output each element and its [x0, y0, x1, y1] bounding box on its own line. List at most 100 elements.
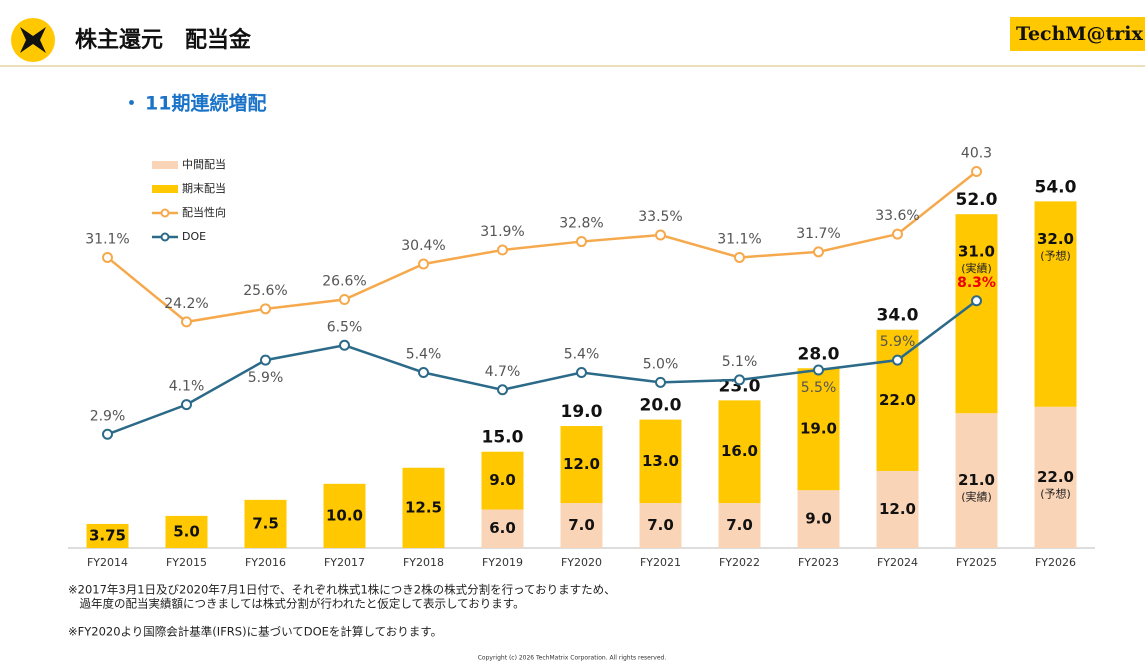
- line-point: [181, 316, 192, 328]
- bar-segment: [323, 483, 366, 548]
- bar-value-label: 16.0: [721, 442, 758, 460]
- title: 株主還元 配当金: [75, 27, 252, 53]
- line-value-label: 33.6%: [875, 208, 919, 224]
- line-value-label: 2.9%: [90, 408, 126, 424]
- legend-swatch: [152, 185, 178, 193]
- bar-note: (予想): [1040, 486, 1071, 500]
- bar-segment: [876, 329, 919, 471]
- line-point: [418, 366, 429, 378]
- bar-value-label: 6.0: [489, 519, 516, 537]
- line-point: [497, 244, 508, 256]
- legend-label: DOE: [182, 230, 206, 243]
- line-value-label: 6.5%: [327, 319, 363, 335]
- line-value-label: 31.1%: [717, 231, 761, 247]
- line-point: [339, 339, 350, 351]
- line-value-label: 5.4%: [406, 346, 442, 362]
- bar-note: (実績): [961, 261, 992, 275]
- line-point: [418, 258, 429, 270]
- legend-label: 中間配当: [182, 157, 226, 171]
- total-label: 19.0: [561, 402, 603, 422]
- total-label: 15.0: [482, 428, 524, 448]
- bar-value-label: 7.0: [568, 516, 595, 534]
- line-point: [102, 428, 113, 440]
- line-value-label: 31.9%: [480, 224, 524, 240]
- line-value-label: 30.4%: [401, 238, 445, 254]
- bar-segment: [560, 503, 603, 548]
- x-tick-label: FY2024: [877, 556, 918, 569]
- line-point: [892, 354, 903, 366]
- bar-value-label: 22.0: [1037, 468, 1074, 486]
- bar-value-label: 32.0: [1037, 230, 1074, 248]
- line-point: [971, 165, 982, 177]
- legend-swatch: [160, 208, 170, 218]
- bar-segment: [955, 214, 998, 414]
- line-value-label: 32.8%: [559, 216, 603, 232]
- bar-segment: [1034, 201, 1077, 407]
- total-label: 54.0: [1035, 177, 1077, 197]
- bar-segment: [718, 400, 761, 504]
- line-value-label: 5.5%: [801, 380, 837, 396]
- bar-value-label: 19.0: [800, 420, 837, 438]
- line-point: [655, 376, 666, 388]
- line-point: [497, 384, 508, 396]
- x-tick-label: FY2015: [166, 556, 207, 569]
- bar-value-label: 3.75: [89, 526, 126, 544]
- line-point: [655, 229, 666, 241]
- line: [106, 170, 978, 324]
- total-label: 52.0: [956, 190, 998, 210]
- x-tick-label: FY2016: [245, 556, 286, 569]
- bar-value-label: 21.0: [958, 471, 995, 489]
- line-value-label: 5.9%: [248, 370, 284, 386]
- bar-segment: [718, 503, 761, 548]
- x-tick-label: FY2023: [798, 556, 839, 569]
- line-point: [181, 399, 192, 411]
- x-tick-label: FY2017: [324, 556, 365, 569]
- footnote: 過年度の配当実績額につきましては株式分割が行われたと仮定して表示しております。: [68, 597, 525, 611]
- x-tick-label: FY2022: [719, 556, 760, 569]
- bar-segment: [244, 499, 287, 548]
- line-point: [339, 293, 350, 305]
- subtitle: 11期連続増配: [145, 92, 266, 115]
- bar-segment: [560, 426, 603, 504]
- legend-swatch: [160, 232, 170, 242]
- line-value-label: 5.1%: [722, 354, 758, 370]
- bar-segment: [876, 470, 919, 548]
- bar-segment: [797, 490, 840, 548]
- copyright: Copyright (c) 2026 TechMatrix Corporatio…: [478, 655, 667, 662]
- line: [107, 299, 978, 436]
- footnote: ※2017年3月1日及び2020年7月1日付で、それぞれ株式1株につき2株の株式…: [68, 583, 616, 597]
- bar-value-label: 10.0: [326, 506, 363, 524]
- bar-value-label: 7.0: [726, 516, 753, 534]
- line-value-label: 5.4%: [564, 346, 600, 362]
- x-tick-label: FY2014: [87, 556, 128, 569]
- line-point: [260, 303, 271, 315]
- line-value-label: 26.6%: [322, 273, 366, 289]
- bar-segment: [86, 523, 129, 548]
- legend-label: 期末配当: [182, 181, 226, 195]
- line-point: [576, 236, 587, 248]
- line-point: [734, 251, 745, 263]
- x-tick-label: FY2025: [956, 556, 997, 569]
- x-tick-label: FY2021: [640, 556, 681, 569]
- bar-value-label: 12.0: [879, 500, 916, 518]
- line-value-label: 33.5%: [638, 209, 682, 225]
- line-point: [260, 354, 271, 366]
- line-point: [971, 295, 982, 307]
- line-value-label: 25.6%: [243, 283, 287, 299]
- bullet: ・: [122, 93, 141, 115]
- bar-segment: [1034, 406, 1077, 548]
- line-point: [813, 246, 824, 258]
- bar-note: (予想): [1040, 248, 1071, 262]
- bar-segment: [639, 503, 682, 548]
- x-tick-label: FY2026: [1035, 556, 1076, 569]
- line-value-label: 31.1%: [85, 231, 129, 247]
- bar-value-label: 7.0: [647, 516, 674, 534]
- bar-value-label: 22.0: [879, 391, 916, 409]
- line-point: [892, 228, 903, 240]
- line-value-label: 31.7%: [796, 226, 840, 242]
- bar-value-label: 5.0: [173, 522, 200, 540]
- bar-value-label: 12.5: [405, 498, 442, 516]
- bar-segment: [402, 467, 445, 548]
- line-point: [576, 366, 587, 378]
